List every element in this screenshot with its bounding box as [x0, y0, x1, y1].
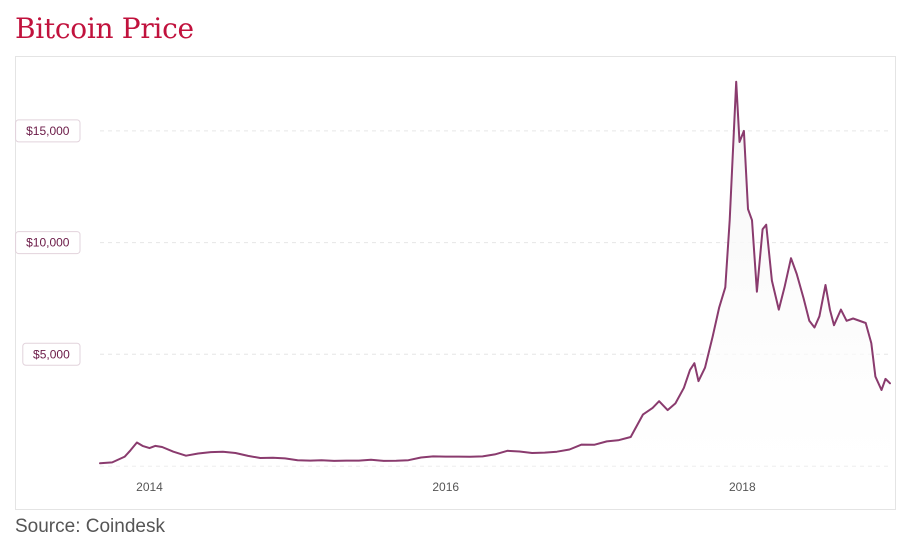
- x-axis: 2014 2016 2018: [136, 480, 756, 494]
- y-tick-label: $5,000: [33, 347, 70, 361]
- y-tick-label: $10,000: [26, 236, 70, 250]
- x-tick-label: 2016: [432, 480, 459, 494]
- area-layer: [100, 81, 890, 466]
- price-line: [99, 80, 891, 465]
- y-tick-label-box: [15, 231, 81, 255]
- y-tick-label-box: [22, 342, 81, 366]
- price-area-fill: [100, 81, 890, 466]
- y-tick-label: $15,000: [26, 124, 70, 138]
- chart-title: Bitcoin Price: [15, 12, 194, 45]
- x-tick-label: 2018: [729, 480, 756, 494]
- source-note: Source: Coindesk: [15, 516, 165, 537]
- line-layer: [99, 80, 891, 465]
- y-tick-label-box: [15, 119, 81, 143]
- y-axis: $5,000 $10,000 $15,000: [15, 119, 81, 366]
- x-tick-label: 2014: [136, 480, 163, 494]
